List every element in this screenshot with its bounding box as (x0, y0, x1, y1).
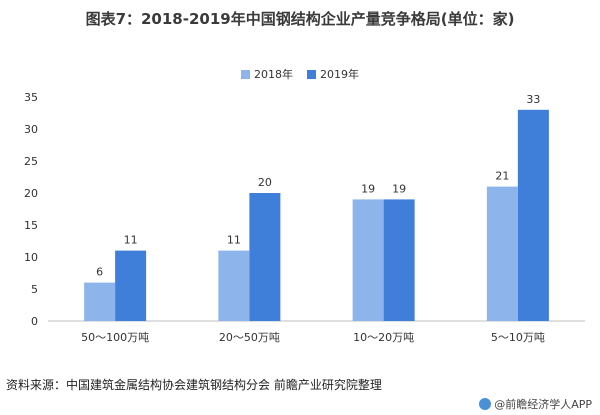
legend-item-2019: 2019年 (307, 66, 359, 82)
y-tick-label: 25 (24, 155, 38, 168)
legend-swatch-2018 (241, 69, 250, 79)
x-category-label: 20～50万吨 (219, 331, 280, 344)
brand-logo-icon (479, 398, 492, 410)
y-tick-label: 0 (31, 315, 38, 328)
legend-label-2019: 2019年 (320, 68, 359, 81)
x-category-label: 5～10万吨 (491, 331, 545, 344)
legend-label-2018: 2018年 (254, 68, 293, 81)
y-tick-label: 35 (24, 91, 38, 104)
bar-2018 (486, 186, 518, 321)
chart-title: 图表7：2018-2019年中国钢结构企业产量竞争格局(单位：家) (85, 10, 515, 28)
brand-watermark: @前瞻经济学人APP (479, 396, 592, 412)
y-tick-label: 10 (24, 251, 38, 264)
bar-value-label: 19 (361, 182, 375, 195)
bar-value-label: 20 (258, 176, 272, 189)
legend-item-2018: 2018年 (241, 66, 293, 82)
bar-2019 (115, 250, 147, 321)
bar-value-label: 6 (96, 266, 103, 279)
y-tick-label: 5 (31, 283, 38, 296)
y-tick-label: 30 (24, 123, 38, 136)
bar-2019 (383, 199, 415, 321)
bar-2019 (249, 193, 281, 321)
bar-2019 (517, 109, 549, 321)
y-tick-label: 15 (24, 219, 38, 232)
y-tick-label: 20 (24, 187, 38, 200)
x-category-label: 50～100万吨 (81, 331, 149, 344)
bar-2018 (84, 282, 116, 321)
bar-value-label: 11 (227, 234, 241, 247)
bar-2018 (352, 199, 384, 321)
bar-value-label: 11 (124, 234, 138, 247)
bar-value-label: 33 (526, 93, 540, 106)
bar-value-label: 19 (392, 182, 406, 195)
bar-chart: 0 5 10 15 20 25 30 35 6 11 50～100万吨 11 20 20～50万吨 19 19… (24, 91, 585, 344)
legend-swatch-2019 (307, 69, 316, 79)
bar-2018 (218, 250, 250, 321)
x-category-label: 10～20万吨 (353, 331, 414, 344)
source-note: 资料来源：中国建筑金属结构协会建筑钢结构分会 前瞻产业研究院整理 (6, 378, 382, 392)
bar-value-label: 21 (495, 170, 509, 183)
legend: 2018年 2019年 (0, 66, 600, 82)
brand-label: @前瞻经济学人APP (494, 398, 592, 411)
